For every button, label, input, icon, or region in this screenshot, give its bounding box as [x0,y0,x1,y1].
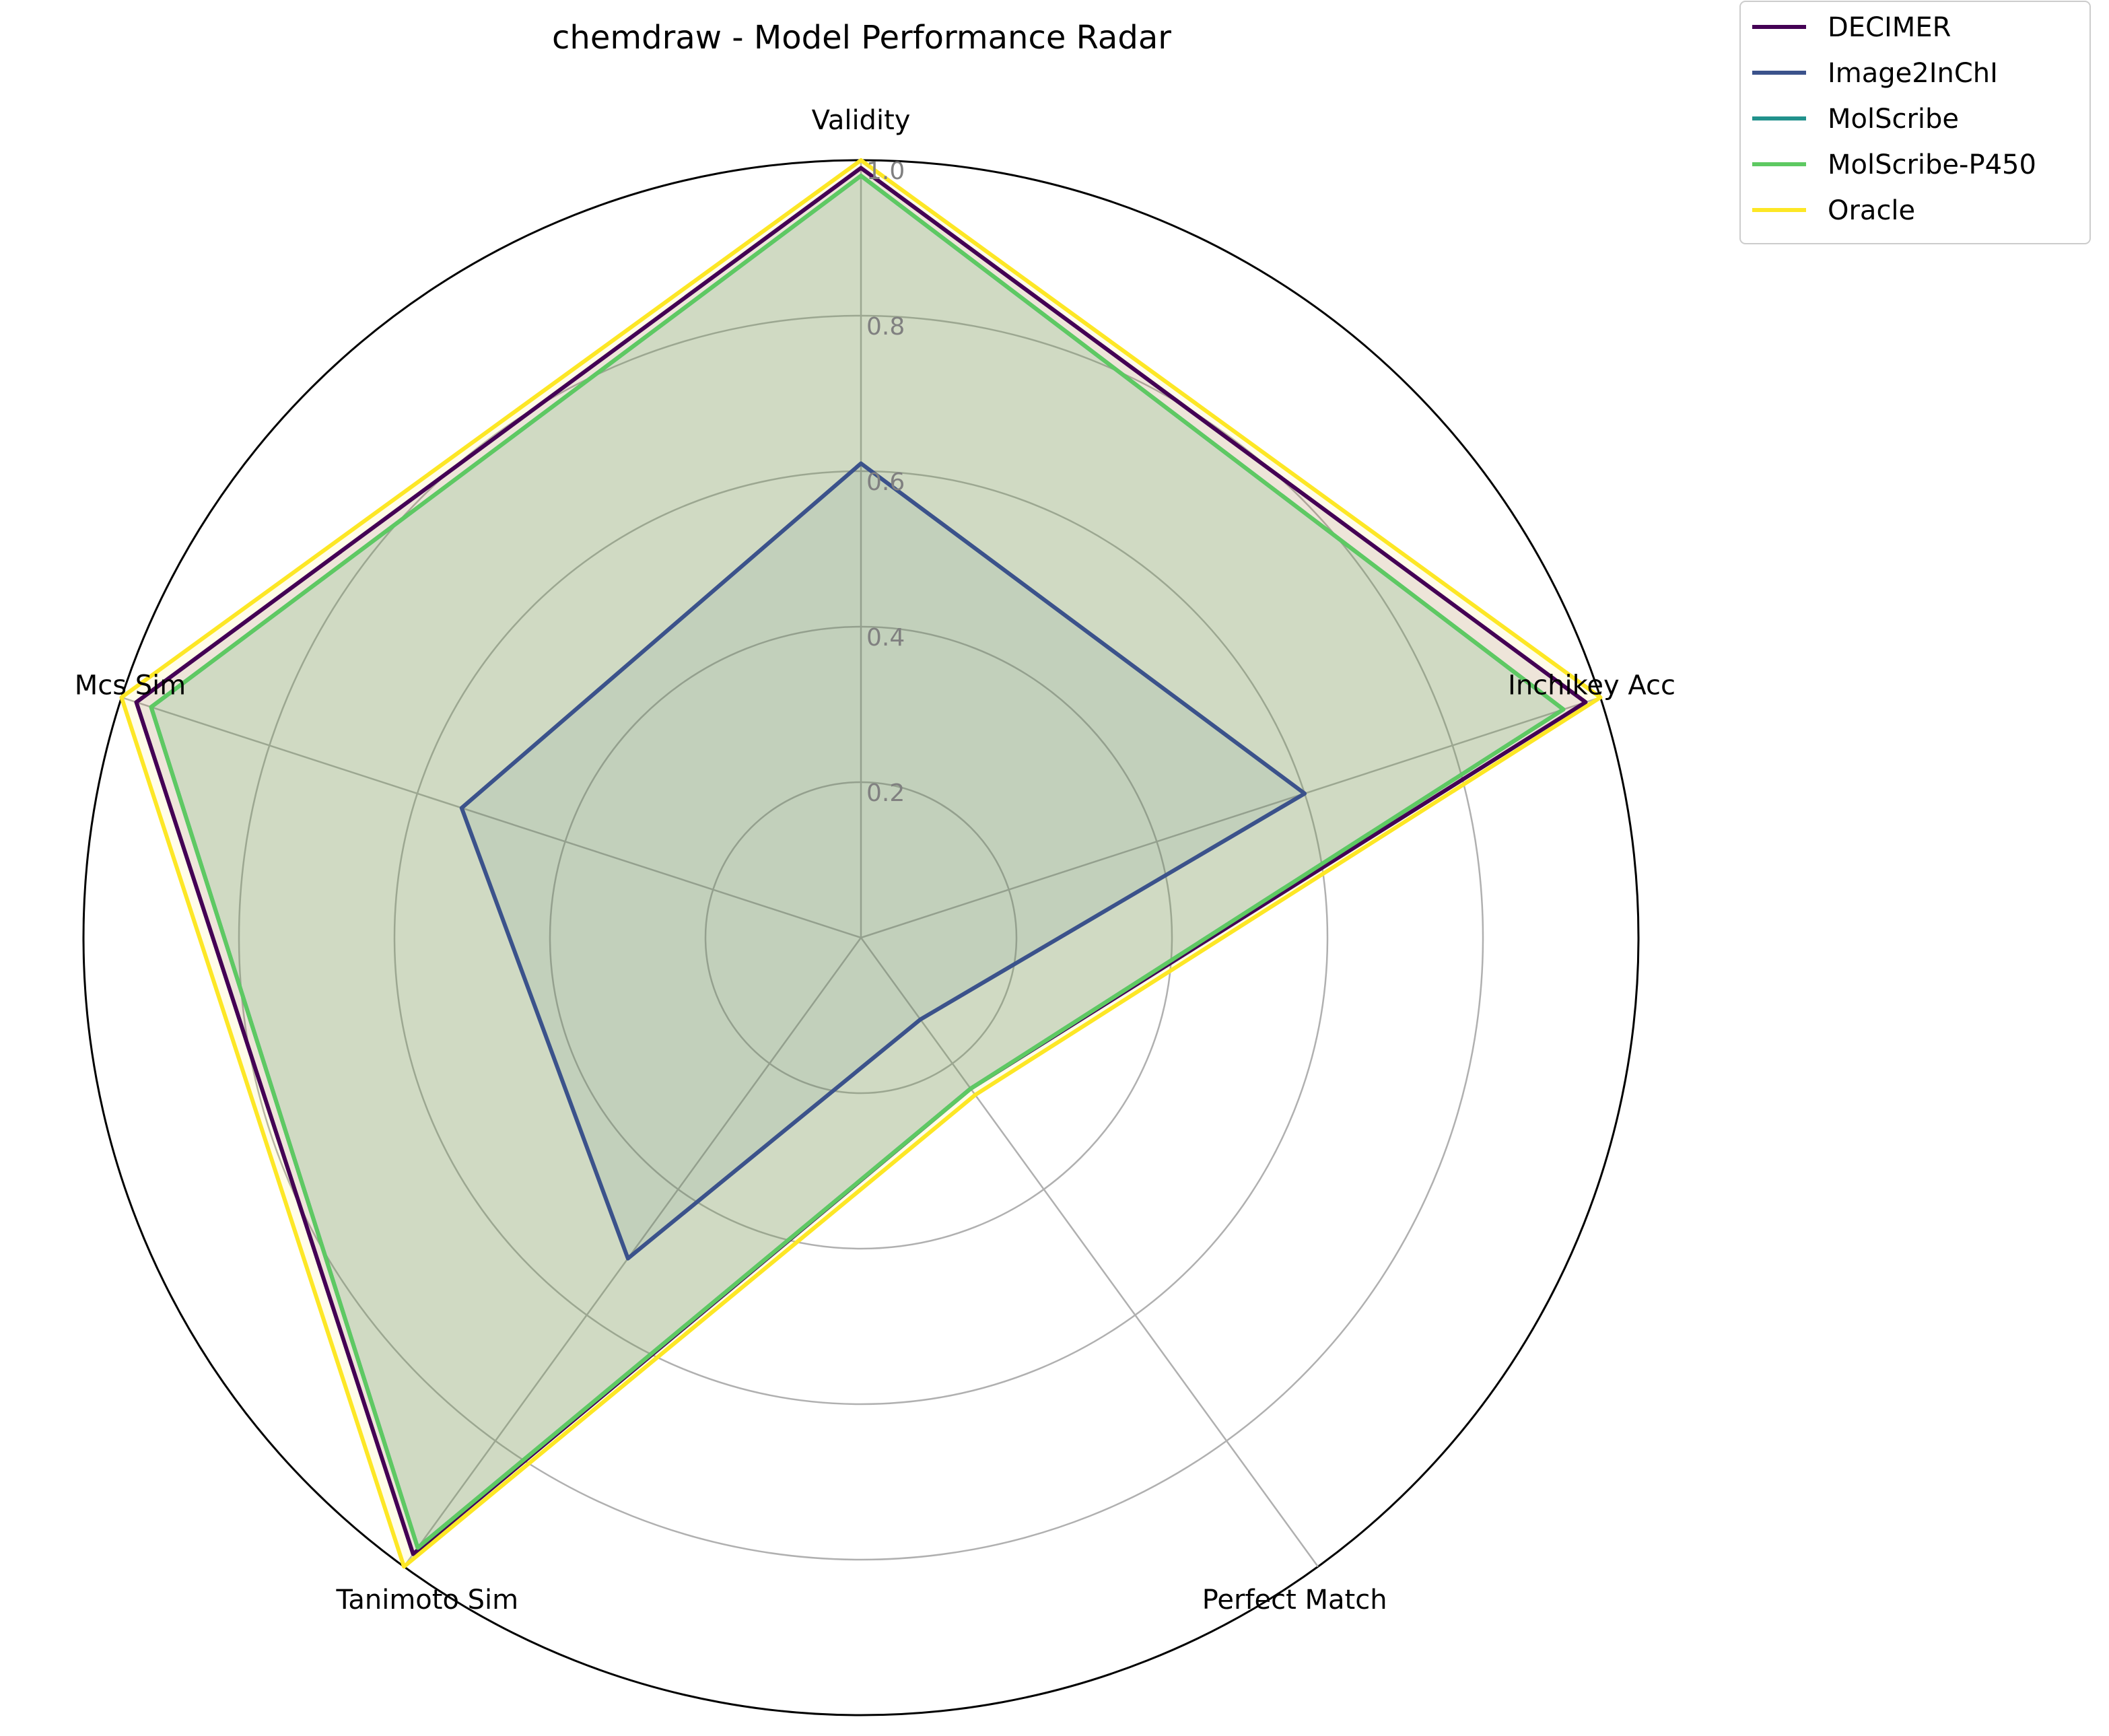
series-line [149,174,1566,1550]
series-line [459,461,1307,1261]
r-tick-label: 0.6 [866,468,905,496]
series-fill [151,176,1564,1548]
series-fill [136,168,1586,1554]
legend-label: MolScribe [1828,104,1959,135]
legend: DECIMER Image2InChI MolScribe MolScribe-P45… [1739,1,2091,244]
series-layer [119,158,1603,1569]
axis-spoke [860,937,1319,1568]
axis-label: Inchikey Acc [1508,670,1675,701]
r-tick-label: 0.4 [866,624,905,652]
r-tick-label: 1.0 [866,158,905,185]
axis-label: Mcs Sim [75,670,186,701]
legend-label: DECIMER [1828,12,1951,43]
axis-spoke [860,696,1601,939]
axis-label: Tanimoto Sim [336,1585,519,1616]
axis-spoke [121,696,862,939]
legend-label: Image2InChI [1828,58,1998,89]
r-tick-label: 0.8 [866,313,905,341]
legend-label: MolScribe-P450 [1828,149,2036,180]
axis-label: Perfect Match [1202,1585,1387,1616]
series-line [119,158,1603,1569]
series-fill [461,463,1305,1259]
legend-box [1739,1,2091,244]
legend-label: Oracle [1828,195,1915,226]
series-fill [151,176,1564,1548]
r-tick-label: 0.2 [866,779,905,807]
label-layer: 0.2 0.4 0.6 0.8 1.0 Validity Inchikey Acc Perfe… [75,105,1675,1616]
chart-title: chemdraw - Model Performance Radar [552,19,1171,57]
series-fill [121,160,1601,1567]
axis-label: Validity [812,105,911,136]
